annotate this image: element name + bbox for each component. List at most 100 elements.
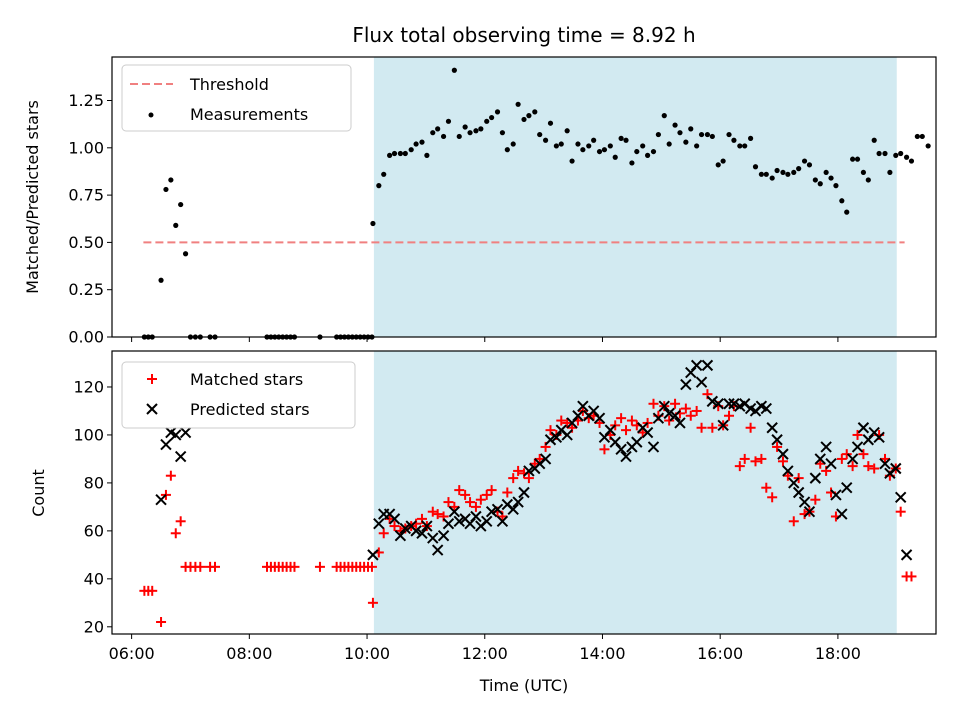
matched-point-35 [378,528,389,539]
predicted-point-44-b [572,410,584,422]
bottom-ytick-label-4: 100 [73,425,104,444]
matched-point-80 [621,425,632,436]
measurement-point-48 [451,67,457,73]
measurement-point-120 [839,198,845,204]
predicted-point-6-b [367,549,379,561]
predicted-point-17-b [427,532,439,544]
measurement-point-36 [387,152,393,158]
measurement-point-111 [791,169,797,176]
predicted-point-33-b [512,496,524,508]
matched-point-91 [680,403,691,414]
matched-point-45 [432,509,443,520]
measurement-point-42 [419,139,425,145]
legend-measurements-swatch [148,112,154,118]
legend-matched-swatch [147,374,157,384]
measurement-point-55 [489,114,495,121]
matched-point-37 [389,521,400,532]
top-title: Flux total observing time = 8.92 h [352,23,695,47]
matched-point-104 [750,456,761,467]
matched-point-125 [863,461,874,472]
matched-point-128 [879,453,890,464]
matched-point-49 [454,485,465,496]
measurement-point-118 [828,175,834,181]
predicted-point-70 [712,398,724,410]
measurement-point-68 [558,141,564,147]
matched-point-121 [841,449,852,460]
predicted-point-58 [647,441,660,453]
predicted-point-1-b [160,438,172,451]
predicted-point-81-b [771,434,783,446]
measurement-point-136 [925,143,931,149]
measurement-point-101 [737,143,743,149]
matched-point-108 [772,441,783,452]
predicted-point-28-b [485,505,498,518]
measurement-point-93 [694,143,700,149]
predicted-point-17 [427,532,439,544]
predicted-point-90 [820,441,832,453]
predicted-point-68 [701,359,714,372]
measurement-point-130 [893,152,899,158]
measurement-point-127 [876,150,882,157]
predicted-point-3 [170,429,182,441]
measurement-point-100 [731,137,737,143]
predicted-point-1 [160,438,172,451]
bottom-observing-window-shade [373,351,897,634]
measurement-point-76 [601,147,608,153]
measurement-point-94 [698,131,705,138]
bottom-xtick-label-3: 12:00 [462,644,508,663]
predicted-point-27-b [481,515,493,527]
predicted-point-62 [669,410,681,422]
measurement-point-38 [397,150,403,157]
predicted-point-86-b [798,496,811,508]
matched-point-131 [895,506,906,517]
predicted-point-90-b [820,441,832,453]
predicted-point-69-b [706,395,719,408]
predicted-point-22-b [453,515,465,527]
measurement-point-66 [547,120,554,126]
predicted-point-47-b [587,405,600,417]
predicted-point-60 [658,400,670,412]
measurement-point-87 [661,113,667,119]
matched-point-69 [562,417,573,428]
matched-point-120 [836,453,847,464]
measurement-point-113 [801,158,808,164]
matched-point-32 [366,561,377,572]
predicted-point-82-b [777,448,789,460]
measurement-point-62 [526,113,532,119]
measurement-point-126 [871,137,877,143]
matched-point-109 [777,456,788,467]
predicted-point-94 [841,481,853,494]
measurement-point-131 [898,150,904,157]
matched-point-21 [289,561,300,572]
matched-point-64 [534,453,545,464]
measurement-point-52 [473,128,479,134]
predicted-point-12-b [399,522,412,535]
predicted-point-3-b [170,429,182,441]
predicted-point-66-b [690,359,703,372]
predicted-point-32-b [507,503,519,515]
predicted-point-48 [593,412,606,424]
predicted-point-66 [690,359,703,372]
measurement-point-34 [376,183,382,189]
measurement-point-114 [806,162,813,168]
measurement-point-79 [618,135,624,141]
predicted-point-57 [641,426,654,439]
measurement-point-117 [823,169,829,176]
bottom-xtick-label-2: 10:00 [344,644,390,663]
predicted-point-91-b [825,458,837,470]
matched-point-2 [147,585,158,596]
top-axes-frame [111,56,937,338]
top-legend: Threshold Measurements [121,64,352,132]
predicted-point-104 [894,491,907,504]
predicted-point-67-b [695,376,708,388]
matched-point-3 [156,617,167,628]
top-observing-window-shade [373,57,897,337]
matched-point-89 [670,398,681,409]
top-y-axis-label: Matched/Predicted stars [23,100,42,294]
predicted-point-91 [825,458,837,470]
measurement-point-51 [467,130,473,136]
matched-point-22 [314,561,325,572]
predicted-point-10-b [388,513,401,525]
matched-point-111 [788,516,799,527]
predicted-point-86 [798,496,811,508]
